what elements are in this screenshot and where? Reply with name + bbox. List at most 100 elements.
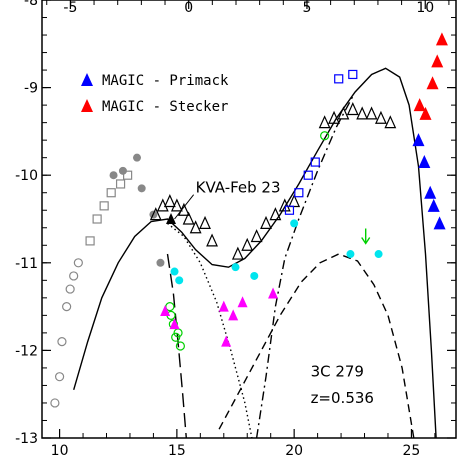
data-point — [50, 398, 60, 408]
data-point — [85, 236, 95, 246]
data-point — [182, 211, 195, 225]
data-point — [346, 102, 359, 116]
y-tick-label: -9 — [24, 81, 38, 97]
data-point — [250, 229, 263, 243]
data-point — [268, 287, 279, 299]
data-point — [427, 198, 440, 212]
y-tick-label: -8 — [24, 0, 38, 9]
data-point — [418, 155, 431, 169]
data-point — [206, 233, 218, 247]
x-tick-label: 10 — [51, 443, 69, 457]
data-point — [424, 185, 437, 199]
data-point — [384, 115, 397, 129]
data-point — [62, 302, 72, 312]
top-x-tick-label: 0 — [184, 0, 193, 16]
data-point — [413, 98, 426, 112]
data-point — [99, 201, 109, 211]
data-point — [361, 228, 371, 245]
data-point — [231, 263, 240, 272]
curve-long-dash — [166, 253, 187, 439]
data-point — [318, 115, 331, 129]
data-point — [269, 207, 282, 221]
annotation-text: z=0.536 — [311, 389, 374, 407]
legend-label: MAGIC - Stecker — [102, 99, 228, 115]
data-point — [228, 309, 239, 321]
annotation-leader — [174, 194, 195, 220]
data-point — [365, 106, 378, 120]
data-point — [260, 215, 272, 229]
data-point — [433, 216, 446, 230]
x-tick-label: 25 — [403, 443, 421, 457]
data-point — [189, 220, 202, 234]
legend: MAGIC - Primack MAGIC - Stecker — [81, 73, 229, 115]
data-point — [278, 198, 291, 212]
data-point — [294, 188, 304, 198]
data-point — [69, 271, 79, 281]
y-tick-label: -12 — [15, 343, 38, 359]
data-point — [218, 300, 229, 312]
top-x-tick-label: -5 — [63, 0, 77, 16]
data-point — [92, 214, 102, 224]
data-point — [328, 110, 340, 124]
x-tick-label: 20 — [285, 443, 303, 457]
data-point — [137, 184, 146, 193]
data-point — [310, 157, 320, 167]
legend-marker — [81, 99, 93, 112]
data-point — [132, 153, 141, 162]
data-point — [163, 194, 176, 208]
curve-dashed — [218, 253, 415, 439]
data-point — [65, 284, 75, 294]
data-point — [177, 202, 190, 216]
data-point — [156, 198, 169, 212]
data-point — [171, 332, 181, 342]
curve-dotted — [167, 222, 253, 439]
data-point — [231, 246, 244, 260]
data-point — [170, 267, 179, 276]
data-point — [109, 171, 118, 180]
data-point — [375, 110, 387, 124]
data-point — [123, 170, 133, 180]
y-tick-label: -13 — [15, 431, 38, 447]
data-point — [160, 304, 171, 316]
data-point — [288, 194, 301, 208]
data-point — [320, 131, 330, 141]
data-point — [284, 205, 295, 215]
data-point — [156, 258, 165, 267]
plot-frame — [41, 0, 457, 439]
data-point — [57, 337, 67, 347]
top-x-tick-label: 5 — [302, 0, 311, 16]
axes: 10 15 20 25 -5 0 5 10 -13 -12 -11 -10 -9 -8 — [15, 0, 456, 457]
data-point — [118, 166, 127, 175]
data-point — [431, 54, 444, 68]
data-point — [334, 74, 344, 84]
annotation-text: KVA-Feb 23 — [196, 179, 281, 197]
data-point — [73, 258, 83, 268]
data-point — [356, 106, 369, 120]
data-point — [435, 32, 448, 46]
data-point — [412, 133, 425, 147]
x-tick-label: 15 — [168, 443, 186, 457]
data-point — [419, 106, 432, 120]
data-point — [54, 372, 65, 382]
y-tick-label: -10 — [15, 168, 38, 184]
data-point — [241, 237, 254, 251]
data-point — [175, 276, 184, 285]
y-tick-label: -11 — [15, 256, 38, 272]
data-point — [303, 170, 313, 180]
data-point — [175, 341, 185, 351]
top-x-tick-label: 10 — [416, 0, 434, 16]
annotations: KVA-Feb 23 3C 279 z=0.536 — [174, 179, 374, 407]
data-point — [106, 188, 116, 198]
data-point — [290, 219, 299, 228]
legend-marker — [81, 73, 93, 86]
data-point — [337, 106, 350, 120]
data-point — [346, 250, 355, 259]
data-point — [250, 271, 259, 280]
data-point — [426, 76, 439, 90]
data-point — [170, 198, 183, 212]
data-points — [50, 32, 448, 408]
data-point — [169, 318, 180, 330]
data-point — [221, 335, 232, 347]
data-point — [166, 213, 177, 224]
